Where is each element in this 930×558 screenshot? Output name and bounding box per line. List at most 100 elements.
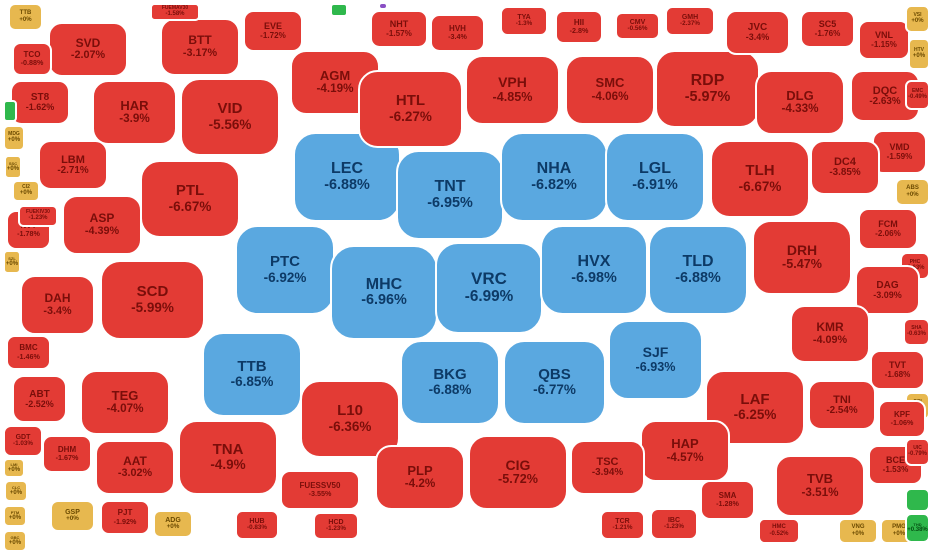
cell-MHC[interactable]: MHC-6.96%	[330, 245, 438, 340]
cell-LMI[interactable]: LMI+0%	[3, 458, 25, 478]
cell-TNA[interactable]: TNA-4.9%	[178, 420, 278, 495]
cell-CI2[interactable]: CI2+0%	[12, 180, 40, 202]
cell-SHA[interactable]: SHA-0.63%	[903, 318, 930, 346]
cell-HVX[interactable]: HVX-6.98%	[540, 225, 648, 315]
cell-VID[interactable]: VID-5.56%	[180, 78, 280, 156]
cell-MDG[interactable]: MDG+0%	[3, 125, 25, 151]
cell-BMC[interactable]: BMC-1.46%	[6, 335, 51, 370]
cell-TEG[interactable]: TEG-4.07%	[80, 370, 170, 435]
cell-TVT[interactable]: TVT-1.68%	[870, 350, 925, 390]
cell-HTL[interactable]: HTL-6.27%	[358, 70, 463, 148]
cell-PTC[interactable]: PTC-6.92%	[235, 225, 335, 315]
cell-IBC[interactable]: IBC-1.23%	[650, 508, 698, 540]
pct-label: -1.21%	[613, 525, 633, 532]
cell-TLH[interactable]: TLH-6.67%	[710, 140, 810, 218]
cell-FUEMAV30[interactable]: FUEMAV30-1.58%	[150, 3, 200, 21]
cell-SSC[interactable]: SSC+0%	[4, 155, 22, 179]
cell-HMC[interactable]: HMC-0.52%	[758, 518, 800, 544]
cell-LBM[interactable]: LBM-2.71%	[38, 140, 108, 190]
cell-DRH[interactable]: DRH-5.47%	[752, 220, 852, 295]
cell-HCD[interactable]: HCD-1.23%	[313, 512, 359, 540]
cell-FUEKIV30[interactable]: FUEKIV30-1.23%	[18, 205, 58, 227]
cell-HVH[interactable]: HVH-3.4%	[430, 14, 485, 52]
cell-SZL[interactable]: SZL+0%	[3, 250, 21, 274]
cell-ABT[interactable]: ABT-2.52%	[12, 375, 67, 423]
cell-GDT[interactable]: GDT-1.03%	[3, 425, 43, 457]
cell-TCO[interactable]: TCO-0.88%	[12, 42, 52, 76]
cell-NHA[interactable]: NHA-6.82%	[500, 132, 608, 222]
cell-ST8[interactable]: ST8-1.62%	[10, 80, 70, 125]
cell-SMC[interactable]: SMC-4.06%	[565, 55, 655, 125]
cell-DAH[interactable]: DAH-3.4%	[20, 275, 95, 335]
cell-NHT[interactable]: NHT-1.57%	[370, 10, 428, 48]
pct-label: +0%	[9, 540, 21, 547]
pct-label: -0.52%	[769, 531, 788, 538]
cell-DHM[interactable]: DHM-1.67%	[42, 435, 92, 473]
cell-AAT[interactable]: AAT-3.02%	[95, 440, 175, 495]
cell-VNL[interactable]: VNL-1.15%	[858, 20, 910, 60]
ticker-label: PMG	[892, 524, 906, 531]
cell-CIG[interactable]: CIG-5.72%	[468, 435, 568, 510]
cell-SC5[interactable]: SC5-1.76%	[800, 10, 855, 48]
cell-DLG[interactable]: DLG-4.33%	[755, 70, 845, 135]
cell-DC4[interactable]: DC4-3.85%	[810, 140, 880, 195]
cell-TLD[interactable]: TLD-6.88%	[648, 225, 748, 315]
cell-EVE[interactable]: EVE-1.72%	[243, 10, 303, 52]
cell-SVD[interactable]: SVD-2.07%	[48, 22, 128, 77]
cell-TTB[interactable]: TTB-6.85%	[202, 332, 302, 417]
cell-VMD[interactable]: VMD-1.59%	[872, 130, 927, 174]
cell-EMC[interactable]: EMC-0.49%	[905, 80, 930, 110]
cell-VPH[interactable]: VPH-4.85%	[465, 55, 560, 125]
cell-ADG[interactable]: ADG+0%	[153, 510, 193, 538]
cell-RDP[interactable]: RDP-5.97%	[655, 50, 760, 128]
cell-TYA[interactable]: TYA-1.3%	[500, 6, 548, 36]
cell-TCR[interactable]: TCR-1.21%	[600, 510, 645, 540]
cell-KMR[interactable]: KMR-4.09%	[790, 305, 870, 363]
cell-TVB[interactable]: TVB-3.51%	[775, 455, 865, 517]
cell-GSP[interactable]: GSP+0%	[50, 500, 95, 532]
cell-TSC[interactable]: TSC-3.94%	[570, 440, 645, 495]
cell-ABS[interactable]: ABS+0%	[895, 178, 930, 206]
cell-SJF[interactable]: SJF-6.93%	[608, 320, 703, 400]
cell-HII[interactable]: HII-2.8%	[555, 10, 603, 44]
cell-VNG[interactable]: VNG+0%	[838, 518, 878, 544]
cell-blank[interactable]	[3, 100, 17, 122]
cell-VRC[interactable]: VRC-6.99%	[435, 242, 543, 334]
cell-TNI[interactable]: TNI-2.54%	[808, 380, 876, 430]
cell-blank[interactable]	[330, 3, 348, 17]
ticker-label: BKG	[433, 367, 466, 384]
cell-BTT[interactable]: BTT-3.17%	[160, 18, 240, 76]
cell-PTL[interactable]: PTL-6.67%	[140, 160, 240, 238]
cell-blank[interactable]	[378, 2, 388, 10]
cell-CMV[interactable]: CMV-0.56%	[615, 12, 660, 40]
cell-THD[interactable]: THD+0.38%	[905, 513, 930, 543]
cell-CLC[interactable]: CLC+0%	[4, 480, 28, 502]
cell-FCM[interactable]: FCM-2.06%	[858, 208, 918, 250]
cell-FUESSV50[interactable]: FUESSV50-3.55%	[280, 470, 360, 510]
cell-LGL[interactable]: LGL-6.91%	[605, 132, 705, 222]
cell-QBS[interactable]: QBS-6.77%	[503, 340, 606, 425]
cell-SCD[interactable]: SCD-5.99%	[100, 260, 205, 340]
cell-GMH[interactable]: GMH-2.37%	[665, 6, 715, 36]
cell-PJT[interactable]: PJT-1.92%	[100, 500, 150, 535]
cell-HTV[interactable]: HTV+0%	[908, 38, 930, 70]
cell-SMA[interactable]: SMA-1.28%	[700, 480, 755, 520]
cell-JVC[interactable]: JVC-3.4%	[725, 10, 790, 55]
cell-blank[interactable]	[905, 488, 930, 512]
cell-HUB[interactable]: HUB-0.83%	[235, 510, 279, 540]
cell-PTM[interactable]: PTM+0%	[3, 505, 27, 527]
ticker-label: PTL	[176, 183, 204, 200]
pct-label: -0.63%	[907, 331, 926, 338]
cell-HAP[interactable]: HAP-4.57%	[640, 420, 730, 482]
cell-HAR[interactable]: HAR-3.9%	[92, 80, 177, 145]
cell-KPF[interactable]: KPF-1.06%	[878, 400, 926, 438]
cell-PLP[interactable]: PLP-4.2%	[375, 445, 465, 510]
cell-TTB[interactable]: TTB+0%	[8, 3, 43, 31]
cell-ASP[interactable]: ASP-4.39%	[62, 195, 142, 255]
cell-VSI[interactable]: VSI+0%	[905, 5, 930, 33]
cell-TNT[interactable]: TNT-6.95%	[396, 150, 504, 240]
cell-BKG[interactable]: BKG-6.88%	[400, 340, 500, 425]
cell-GBC[interactable]: GBC+0%	[3, 530, 27, 552]
ticker-label: VID	[217, 101, 242, 118]
cell-UIC[interactable]: UIC-0.79%	[905, 438, 930, 466]
